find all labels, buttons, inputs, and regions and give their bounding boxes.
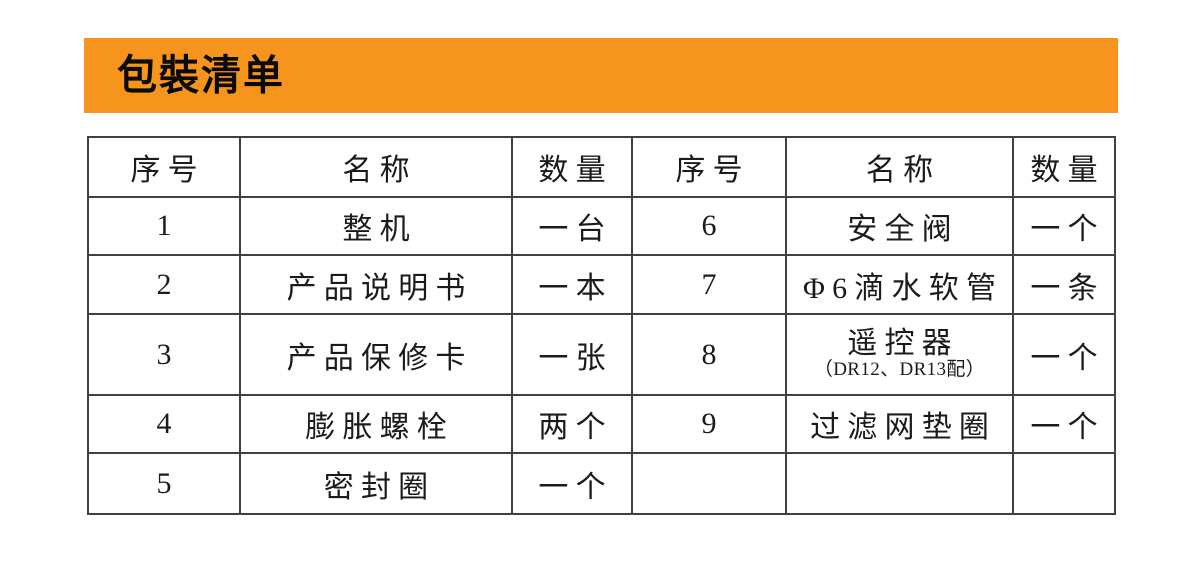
cell-name-main: 遥控器 [847,327,959,361]
cell-no: 5 [87,452,241,515]
cell-no: 1 [87,196,241,256]
cell-name: 遥控器 （DR12、DR13配） [785,313,1014,396]
packing-list-table: 序号 名称 数量 序号 名称 数量 1 整机 一台 6 安全阀 一个 2 产品说… [87,136,1116,515]
cell-qty: 一本 [511,254,633,315]
cell-name: 产品说明书 [239,254,513,315]
cell-qty: 一台 [511,196,633,256]
header-name-left: 名称 [239,136,513,198]
table-row: 1 整机 一台 6 安全阀 一个 [87,196,1116,256]
cell-no: 6 [631,196,787,256]
cell-qty: 两个 [511,394,633,454]
cell-qty: 一个 [1012,394,1116,454]
cell-qty [1012,452,1116,515]
table-row: 2 产品说明书 一本 7 Φ6滴水软管 一条 [87,254,1116,315]
header-no-right: 序号 [631,136,787,198]
cell-qty: 一个 [511,452,633,515]
cell-name [785,452,1014,515]
cell-no [631,452,787,515]
cell-no: 4 [87,394,241,454]
cell-no: 9 [631,394,787,454]
cell-no: 7 [631,254,787,315]
cell-name: 过滤网垫圈 [785,394,1014,454]
table-row: 3 产品保修卡 一张 8 遥控器 （DR12、DR13配） 一个 [87,313,1116,396]
table-header-row: 序号 名称 数量 序号 名称 数量 [87,136,1116,198]
cell-no: 8 [631,313,787,396]
header-qty-left: 数量 [511,136,633,198]
cell-name: 产品保修卡 [239,313,513,396]
table-row: 5 密封圈 一个 [87,452,1116,515]
page-title: 包裝清单 [117,52,285,99]
cell-qty: 一个 [1012,313,1116,396]
header-name-right: 名称 [785,136,1014,198]
cell-name: 整机 [239,196,513,256]
cell-qty: 一张 [511,313,633,396]
cell-name-note: （DR12、DR13配） [813,358,986,380]
cell-name: 密封圈 [239,452,513,515]
cell-name: 安全阀 [785,196,1014,256]
header-no-left: 序号 [87,136,241,198]
header-qty-right: 数量 [1012,136,1116,198]
cell-no: 2 [87,254,241,315]
cell-no: 3 [87,313,241,396]
cell-qty: 一个 [1012,196,1116,256]
table-row: 4 膨胀螺栓 两个 9 过滤网垫圈 一个 [87,394,1116,454]
cell-qty: 一条 [1012,254,1116,315]
banner: 包裝清单 [84,38,1118,113]
cell-name: Φ6滴水软管 [785,254,1014,315]
cell-name: 膨胀螺栓 [239,394,513,454]
